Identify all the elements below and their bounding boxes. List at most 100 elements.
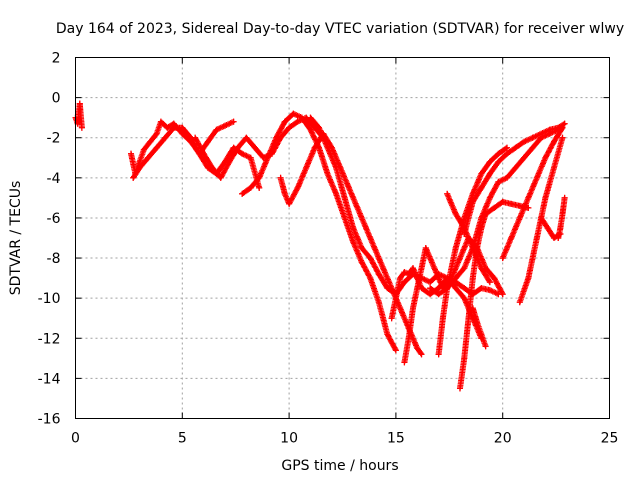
data-point — [230, 118, 237, 125]
data-point — [239, 150, 246, 157]
data-point — [371, 245, 378, 252]
data-point — [157, 118, 164, 125]
data-point — [495, 150, 502, 157]
data-point — [375, 271, 382, 278]
y-tick-label: -2 — [47, 131, 61, 147]
data-point — [495, 158, 502, 165]
data-point — [192, 134, 199, 141]
data-point — [251, 144, 258, 151]
data-point — [461, 230, 468, 237]
data-point — [136, 164, 143, 171]
data-point — [414, 345, 421, 352]
data-point — [508, 200, 515, 207]
series-pass-c — [130, 124, 263, 191]
y-tick-label: 2 — [52, 51, 61, 67]
data-point — [439, 315, 446, 322]
data-point — [78, 124, 85, 131]
data-point — [478, 331, 485, 338]
data-point — [503, 174, 510, 181]
data-point — [209, 164, 216, 171]
data-point — [427, 291, 434, 298]
data-point — [452, 210, 459, 217]
data-point — [147, 138, 154, 145]
y-tick-label: -14 — [38, 371, 61, 387]
x-tick-label: 15 — [387, 431, 405, 447]
data-point — [557, 224, 564, 231]
data-point — [405, 271, 412, 278]
data-point — [341, 214, 348, 221]
data-point — [516, 214, 523, 221]
data-point — [469, 198, 476, 205]
data-point — [456, 385, 463, 392]
data-point — [350, 224, 357, 231]
data-point — [294, 184, 301, 191]
data-point — [170, 124, 177, 131]
series-pass-o — [469, 305, 489, 350]
series-pass-q — [516, 134, 566, 306]
data-point — [350, 239, 357, 246]
data-point — [290, 110, 297, 117]
data-point — [529, 144, 536, 151]
data-point — [303, 164, 310, 171]
y-tick-label: -4 — [47, 171, 61, 187]
data-point — [538, 130, 545, 137]
data-point — [247, 184, 254, 191]
data-point — [405, 335, 412, 342]
data-point — [179, 124, 186, 131]
data-point — [495, 178, 502, 185]
data-point — [555, 235, 562, 241]
data-point — [452, 285, 459, 292]
data-point — [153, 144, 160, 151]
data-point — [256, 184, 263, 191]
data-point — [234, 144, 241, 151]
data-point — [486, 158, 493, 165]
data-point — [544, 224, 551, 231]
data-point — [431, 265, 438, 272]
data-point — [333, 190, 340, 197]
data-point — [461, 214, 468, 221]
data-point — [341, 194, 348, 201]
data-point — [358, 259, 365, 266]
data-point — [550, 164, 557, 171]
data-point — [486, 279, 493, 286]
data-point — [200, 150, 207, 157]
series-pass-p — [499, 124, 566, 262]
data-point — [264, 154, 271, 161]
data-point — [388, 315, 395, 322]
data-point — [316, 124, 323, 131]
data-point — [561, 194, 568, 201]
data-point — [482, 343, 489, 350]
data-point — [503, 150, 510, 157]
x-tick-label: 20 — [494, 431, 512, 447]
data-point — [298, 114, 305, 121]
data-point — [392, 347, 399, 354]
y-tick-label: -8 — [47, 251, 61, 267]
data-point — [145, 154, 152, 161]
data-point — [478, 285, 485, 292]
data-point — [286, 124, 293, 131]
data-point — [164, 124, 171, 131]
data-point — [461, 265, 468, 272]
data-point — [243, 134, 250, 141]
data-point — [239, 190, 246, 197]
data-point — [435, 291, 442, 298]
data-point — [469, 305, 476, 312]
data-point — [533, 235, 540, 241]
series-pass-s — [555, 194, 568, 241]
data-point — [491, 204, 498, 211]
series-pass-e — [239, 110, 399, 354]
data-point — [422, 245, 429, 252]
y-tick-label: -10 — [38, 291, 61, 307]
x-tick-label: 0 — [71, 431, 80, 447]
data-point — [521, 154, 528, 161]
data-point — [461, 295, 468, 302]
data-point — [444, 285, 451, 292]
data-point — [533, 174, 540, 181]
data-point — [499, 198, 506, 205]
data-point — [474, 319, 481, 326]
data-point — [76, 100, 83, 107]
data-point — [204, 138, 211, 145]
data-point — [333, 164, 340, 171]
data-point — [345, 184, 352, 191]
